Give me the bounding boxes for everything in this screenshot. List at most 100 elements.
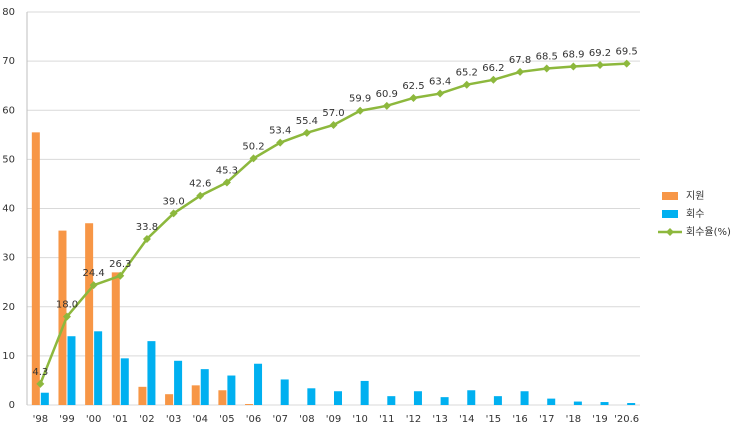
bar — [600, 402, 609, 405]
bar — [174, 360, 183, 405]
data-label: 24.4 — [82, 268, 104, 279]
line-marker — [302, 128, 311, 137]
x-tick-label: '20.6 — [614, 414, 639, 425]
bar — [147, 341, 156, 405]
line-marker — [622, 59, 631, 68]
line-marker — [196, 191, 205, 200]
line-marker — [329, 120, 338, 129]
bar — [120, 358, 129, 405]
bar — [227, 375, 236, 405]
line-marker — [222, 178, 231, 187]
data-label: 62.5 — [402, 81, 424, 92]
bar — [200, 369, 209, 405]
bar — [627, 403, 636, 405]
bar — [138, 386, 147, 405]
x-tick-label: '16 — [512, 414, 527, 425]
x-tick-label: '07 — [272, 414, 287, 425]
bar — [245, 404, 254, 405]
bar — [387, 396, 396, 405]
y-tick-label: 20 — [2, 302, 15, 313]
data-label: 68.9 — [562, 50, 584, 61]
legend-swatch — [662, 192, 678, 200]
data-label: 45.3 — [216, 165, 238, 176]
line-marker — [36, 379, 45, 388]
line-marker — [142, 234, 151, 243]
x-tick-label: '17 — [539, 414, 554, 425]
y-tick-label: 60 — [2, 105, 15, 116]
data-label: 53.4 — [269, 126, 291, 137]
x-tick-label: '01 — [113, 414, 128, 425]
bar — [573, 401, 582, 405]
bar — [360, 380, 369, 405]
x-tick-label: '00 — [86, 414, 101, 425]
x-tick-label: '14 — [459, 414, 474, 425]
bar — [520, 391, 529, 405]
y-tick-label: 70 — [2, 56, 15, 67]
x-tick-label: '08 — [299, 414, 314, 425]
line-marker — [516, 67, 525, 76]
bar — [85, 223, 94, 405]
line-marker — [382, 101, 391, 110]
bar — [31, 132, 40, 405]
data-label: 67.8 — [509, 55, 531, 66]
line-marker — [409, 93, 418, 102]
bar — [254, 363, 263, 405]
x-tick-label: '04 — [192, 414, 207, 425]
x-tick-label: '02 — [139, 414, 154, 425]
data-label: 57.0 — [322, 108, 344, 119]
data-label: 63.4 — [429, 77, 451, 88]
line-marker — [169, 209, 178, 218]
x-tick-label: '06 — [246, 414, 261, 425]
legend-swatch — [662, 210, 678, 218]
x-tick-label: '03 — [166, 414, 181, 425]
x-tick-label: '09 — [326, 414, 341, 425]
bar — [334, 391, 342, 405]
legend-label: 회수율(%) — [686, 226, 731, 238]
x-tick-label: '11 — [379, 414, 394, 425]
x-tick-label: '19 — [592, 414, 607, 425]
line-marker — [489, 75, 498, 84]
y-tick-label: 50 — [2, 154, 15, 165]
line-marker — [569, 62, 578, 71]
y-tick-label: 80 — [2, 7, 15, 18]
line-marker — [249, 154, 258, 163]
data-label: 66.2 — [482, 63, 504, 74]
y-tick-label: 40 — [2, 204, 15, 215]
bar — [413, 391, 422, 405]
data-label: 65.2 — [456, 68, 478, 79]
bar — [547, 398, 556, 405]
line-marker — [462, 80, 471, 89]
bar — [191, 385, 200, 405]
bar — [440, 397, 449, 405]
legend-label: 지원 — [686, 190, 704, 202]
legend-marker — [666, 228, 674, 236]
bar — [307, 388, 316, 405]
bar — [493, 396, 502, 405]
x-tick-label: '18 — [566, 414, 581, 425]
data-label: 69.5 — [616, 47, 638, 58]
x-tick-label: '10 — [352, 414, 367, 425]
bar — [467, 390, 476, 405]
line-marker — [89, 281, 98, 290]
y-tick-label: 10 — [2, 351, 15, 362]
line-marker — [62, 312, 71, 321]
data-label: 18.0 — [56, 300, 78, 311]
x-tick-label: '12 — [406, 414, 421, 425]
line-marker — [116, 271, 125, 280]
x-tick-label: '98 — [33, 414, 48, 425]
data-label: 60.9 — [376, 89, 398, 100]
bar — [165, 394, 174, 405]
bar — [280, 379, 289, 405]
bar — [94, 331, 103, 405]
data-label: 42.6 — [189, 179, 211, 190]
bar — [40, 392, 49, 405]
bar — [67, 336, 76, 405]
data-label: 4.3 — [32, 367, 48, 378]
line-marker — [436, 89, 445, 98]
line-marker — [542, 64, 551, 73]
data-label: 55.4 — [296, 116, 318, 127]
x-tick-label: '15 — [486, 414, 501, 425]
line-marker — [276, 138, 285, 147]
